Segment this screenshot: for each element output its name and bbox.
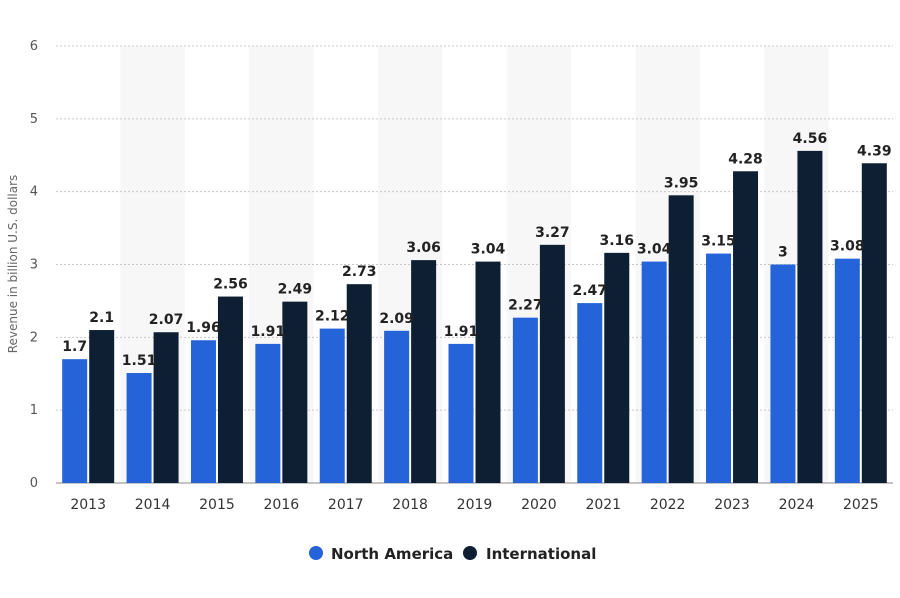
legend-marker <box>463 546 477 560</box>
bar-international-2015 <box>217 296 243 483</box>
bar-north-america-2023 <box>706 253 732 483</box>
bar-north-america-2015 <box>190 340 216 483</box>
bar-international-2018 <box>411 260 437 483</box>
x-tick-label: 2023 <box>714 497 750 513</box>
data-label: 1.7 <box>62 339 87 355</box>
bar-north-america-2024 <box>770 264 796 483</box>
legend-marker <box>309 546 323 560</box>
bar-north-america-2016 <box>255 343 281 483</box>
bar-international-2016 <box>282 301 308 483</box>
data-label: 1.96 <box>186 320 221 336</box>
data-label: 3.08 <box>830 239 865 255</box>
data-label: 3.04 <box>637 242 672 258</box>
bar-international-2017 <box>346 284 372 483</box>
x-tick-label: 2017 <box>328 497 364 513</box>
x-tick-label: 2025 <box>843 497 879 513</box>
data-label: 1.91 <box>251 324 286 340</box>
bar-north-america-2020 <box>512 317 538 483</box>
x-tick-label: 2019 <box>457 497 493 513</box>
data-label: 2.49 <box>278 282 313 298</box>
y-tick-label: 2 <box>30 330 38 345</box>
bar-international-2025 <box>861 163 887 484</box>
bar-north-america-2022 <box>641 261 667 483</box>
legend: North America International <box>309 545 596 563</box>
bars <box>62 150 887 484</box>
bar-international-2021 <box>604 252 630 483</box>
data-label: 3.06 <box>406 240 441 256</box>
data-label: 2.07 <box>149 312 184 328</box>
data-label: 1.51 <box>122 353 157 369</box>
bar-north-america-2019 <box>448 343 474 483</box>
x-tick-label: 2018 <box>392 497 428 513</box>
bar-international-2014 <box>153 332 179 483</box>
x-tick-label: 2022 <box>650 497 686 513</box>
bar-international-2019 <box>475 261 501 483</box>
bar-international-2022 <box>668 195 694 483</box>
data-label: 3.15 <box>701 234 736 250</box>
data-label: 2.27 <box>508 298 543 314</box>
data-label: 2.12 <box>315 309 350 325</box>
x-tick-label: 2015 <box>199 497 235 513</box>
bar-north-america-2013 <box>62 359 88 483</box>
x-tick-label: 2014 <box>135 497 171 513</box>
data-label: 2.56 <box>213 277 248 293</box>
data-label: 3.04 <box>471 242 506 258</box>
data-label: 2.1 <box>89 310 114 326</box>
data-label: 4.56 <box>793 131 828 147</box>
y-axis-ticks: 0 1 2 3 4 5 6 <box>30 39 38 491</box>
bar-north-america-2014 <box>126 373 152 483</box>
y-tick-label: 0 <box>30 476 38 491</box>
data-label: 3.27 <box>535 225 570 241</box>
x-tick-label: 2020 <box>521 497 557 513</box>
bar-north-america-2017 <box>319 328 345 483</box>
data-label: 4.28 <box>728 151 763 167</box>
data-label: 2.09 <box>379 311 414 327</box>
x-tick-label: 2016 <box>264 497 300 513</box>
data-label: 4.39 <box>857 143 892 159</box>
data-labels: 1.72.1 1.51 2.071.96 2.56 1.91 2.492.12 2.73 2.… <box>62 131 891 369</box>
x-tick-label: 2021 <box>585 497 621 513</box>
bar-north-america-2021 <box>577 303 603 483</box>
legend-label: International <box>486 545 596 563</box>
bar-north-america-2018 <box>384 330 410 483</box>
bar-international-2013 <box>89 330 115 483</box>
y-axis-label: Revenue in billion U.S. dollars <box>6 175 20 354</box>
y-tick-label: 6 <box>30 39 38 54</box>
data-label: 3.95 <box>664 175 699 191</box>
x-tick-label: 2013 <box>70 497 106 513</box>
x-tick-label: 2024 <box>779 497 815 513</box>
bar-north-america-2025 <box>834 258 860 483</box>
bar-international-2023 <box>733 171 759 484</box>
data-label: 3.16 <box>599 233 634 249</box>
x-axis-ticks: 2013 2014 2015 2016 2017 2018 2019 2020 2021 2022… <box>70 497 878 513</box>
bar-international-2024 <box>797 150 823 483</box>
data-label: 3 <box>778 245 788 261</box>
y-tick-label: 4 <box>30 185 38 200</box>
bar-international-2020 <box>539 244 565 483</box>
data-label: 2.73 <box>342 264 377 280</box>
y-tick-label: 3 <box>30 258 38 273</box>
y-tick-label: 5 <box>30 112 38 127</box>
data-label: 2.47 <box>572 283 607 299</box>
legend-label: North America <box>331 545 453 563</box>
y-tick-label: 1 <box>30 403 38 418</box>
data-label: 1.91 <box>444 324 479 340</box>
